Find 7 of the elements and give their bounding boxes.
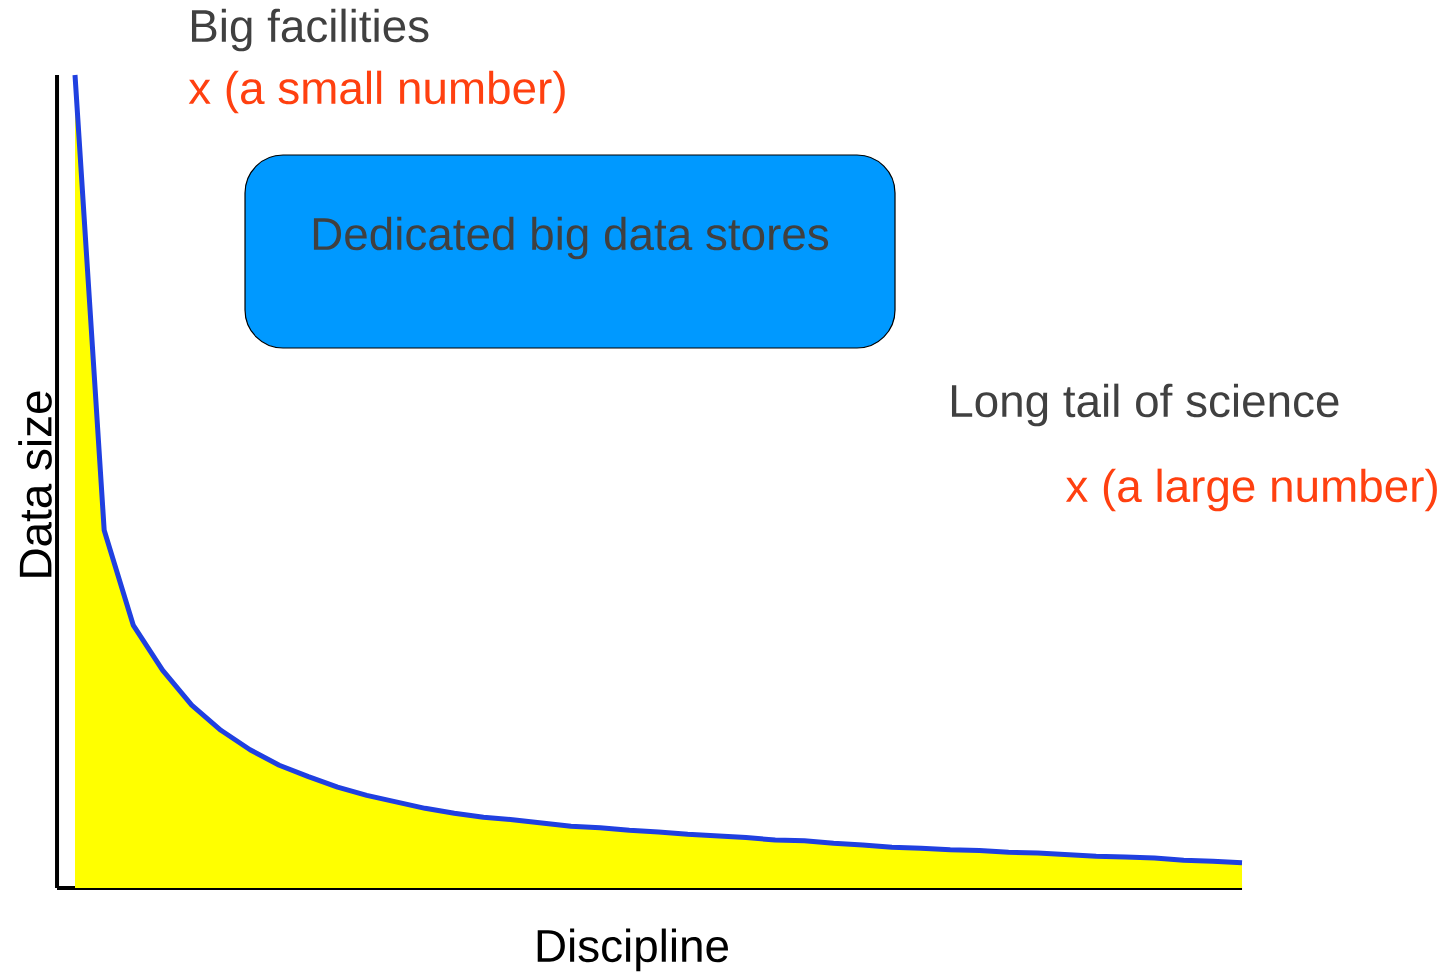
text: Big facilities xyxy=(191,8,429,52)
annotation: Long tail of science xyxy=(951,383,1339,427)
y-axis-title: Data size xyxy=(18,391,52,577)
x-axis-title: Discipline xyxy=(537,928,728,972)
annotation: Dedicated big data stores xyxy=(313,216,829,260)
annotation: x (a large number) xyxy=(1065,468,1437,512)
annotation: x (a small number) xyxy=(188,70,565,114)
